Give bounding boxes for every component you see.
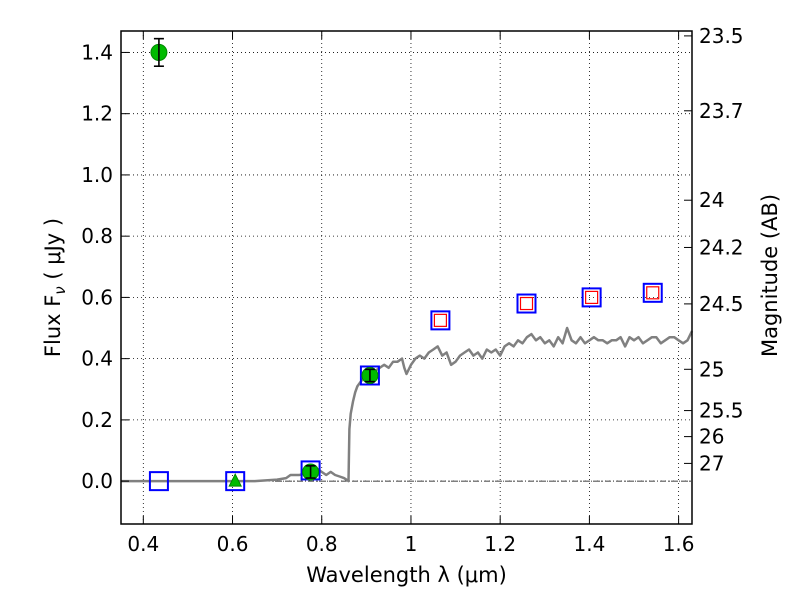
- y-axis-label-main: Flux F: [41, 295, 65, 357]
- y2-tick-label: 23.5: [699, 24, 744, 48]
- model-flux-box: [642, 282, 663, 303]
- y-tick-label: 1.2: [81, 102, 113, 126]
- grid-lines: [121, 31, 692, 524]
- model-flux-box: [581, 287, 602, 308]
- upper-limit-box: [433, 313, 448, 327]
- y-tick-label: 0.0: [81, 469, 113, 493]
- x-tick-label: 0.6: [217, 532, 249, 556]
- spectrum-layer: [121, 326, 694, 483]
- y2-tick-label: 25: [699, 357, 724, 381]
- plot-frame: [120, 30, 693, 525]
- y-tick-label: 0.4: [81, 347, 113, 371]
- y-tick-label: 1.0: [81, 163, 113, 187]
- x-tick-label: 1.4: [573, 532, 605, 556]
- x-tick-label: 1.6: [663, 532, 695, 556]
- model-flux-box: [148, 471, 169, 492]
- y-axis-label-units: ( μJy ): [41, 218, 65, 286]
- triangle-marker: [228, 473, 243, 487]
- y-tick-label: 0.8: [81, 224, 113, 248]
- y2-tick-label: 25.5: [699, 399, 744, 423]
- upper-limit-box: [646, 286, 660, 300]
- axis-ticks: 0.4 0.6 0.8 1 1.2 1.4 1.6 0.0 0.2 0.4 0.6 0.8 1.0 1.2…: [81, 24, 743, 556]
- marker-layer: [148, 37, 663, 492]
- x-tick-label: 1.2: [484, 532, 516, 556]
- x-tick-label: 1: [405, 532, 418, 556]
- x-tick-label: 0.4: [127, 532, 159, 556]
- model-flux-box: [430, 310, 451, 331]
- upper-limit-box: [519, 296, 534, 311]
- model-flux-box: [225, 471, 246, 492]
- y-axis-label: Flux Fν ( μJy ): [41, 218, 69, 357]
- y2-tick-label: 27: [699, 451, 724, 475]
- y2-tick-label: 24.2: [699, 235, 744, 259]
- y2-tick-label: 26: [699, 425, 724, 449]
- y2-tick-label: 24: [699, 188, 724, 212]
- y2-tick-label: 23.7: [699, 99, 744, 123]
- y-tick-label: 0.6: [81, 285, 113, 309]
- model-flux-box: [516, 293, 537, 314]
- model-flux-box: [359, 365, 380, 386]
- upper-limit-box: [585, 290, 599, 305]
- x-tick-label: 0.8: [306, 532, 338, 556]
- y2-tick-label: 24.5: [699, 292, 744, 316]
- x-axis-label: Wavelength λ (μm): [306, 563, 507, 587]
- y-tick-label: 1.4: [81, 40, 113, 64]
- y2-axis-label: Magnitude (AB): [758, 194, 782, 357]
- y-tick-label: 0.2: [81, 408, 113, 432]
- y-axis-label-sub: ν: [51, 286, 69, 294]
- model-spectrum-line: [121, 326, 694, 483]
